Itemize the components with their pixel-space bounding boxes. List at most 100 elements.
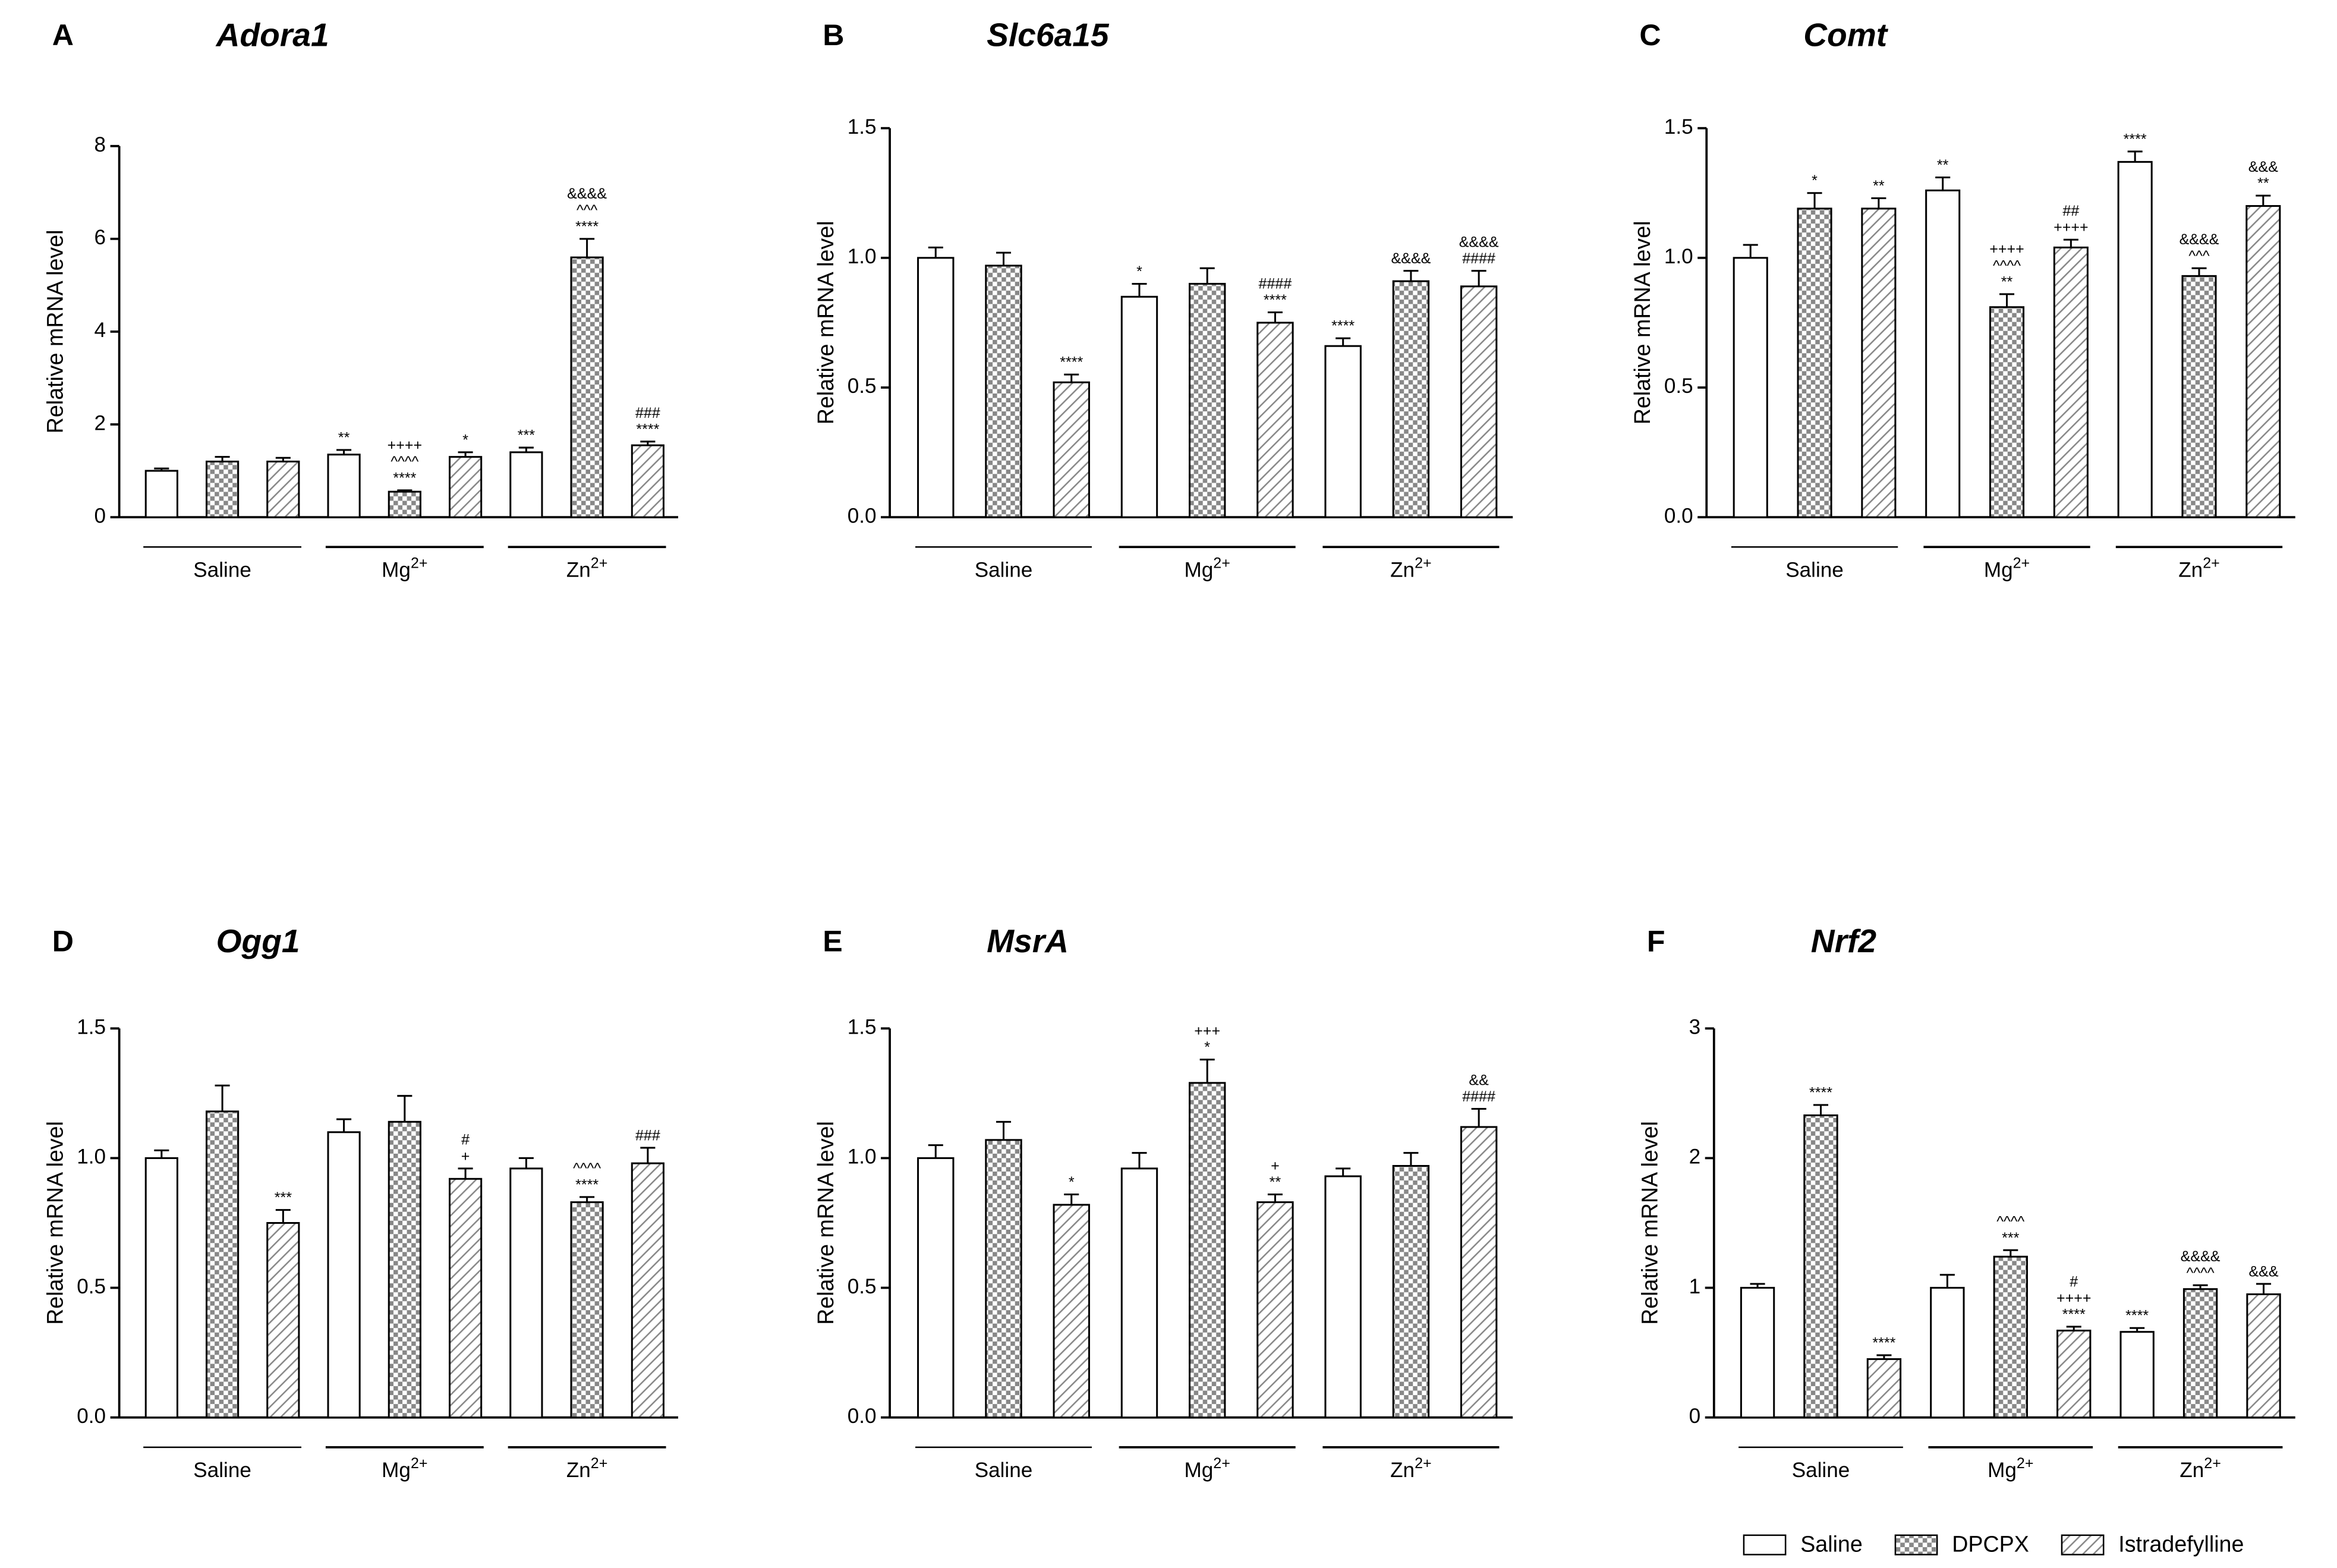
group-label-sup: 2+ bbox=[2203, 555, 2220, 571]
bar bbox=[1925, 189, 1961, 518]
bar bbox=[985, 265, 1022, 518]
bar bbox=[388, 1120, 421, 1419]
y-tick-label: 1.0 bbox=[848, 245, 877, 268]
bar bbox=[1256, 322, 1294, 518]
y-tick-label: 1.5 bbox=[77, 1016, 106, 1039]
y-tick-label: 8 bbox=[95, 133, 106, 156]
significance-label: #### bbox=[1462, 1088, 1495, 1105]
group-label-text: Saline bbox=[193, 1459, 251, 1482]
bar bbox=[449, 1177, 483, 1419]
group-label-text: Saline bbox=[975, 558, 1033, 581]
significance-label: # bbox=[2070, 1273, 2078, 1290]
significance-label: &&& bbox=[2248, 159, 2278, 175]
significance-label: ** bbox=[1937, 157, 1949, 174]
significance-label: **** bbox=[1060, 354, 1083, 371]
group-label-sup: 2+ bbox=[2017, 1455, 2034, 1472]
y-tick-label: 0.5 bbox=[1664, 374, 1693, 398]
chart-title: Slc6a15 bbox=[987, 16, 1110, 53]
bar bbox=[2056, 1330, 2092, 1419]
group-label-sup: 2+ bbox=[411, 555, 428, 571]
y-tick-label: 0.0 bbox=[77, 1405, 106, 1428]
panel-letter: C bbox=[1639, 18, 1661, 52]
y-tick-label: 1.0 bbox=[848, 1145, 877, 1169]
y-axis-label: Relative mRNA level bbox=[1630, 221, 1655, 424]
significance-label: **** bbox=[2125, 1308, 2149, 1324]
significance-label: &&&& bbox=[2181, 1248, 2221, 1265]
bar bbox=[1803, 1114, 1838, 1419]
group-label-text: Saline bbox=[193, 558, 251, 581]
group-label: Mg2+ bbox=[1185, 555, 1230, 581]
significance-label: ** bbox=[2257, 175, 2269, 192]
significance-label: **** bbox=[1809, 1084, 1832, 1101]
group-label-text: Mg bbox=[382, 1459, 411, 1482]
significance-label: && bbox=[1469, 1072, 1489, 1088]
significance-label: *** bbox=[2002, 1230, 2020, 1246]
bar bbox=[1733, 257, 1768, 518]
group-label-text: Saline bbox=[1792, 1459, 1850, 1482]
bar bbox=[449, 456, 483, 518]
bar bbox=[1256, 1201, 1294, 1419]
group-label-sup: 2+ bbox=[591, 1455, 608, 1472]
significance-label: &&&& bbox=[2179, 231, 2219, 248]
significance-label: &&&& bbox=[1459, 234, 1499, 251]
y-axis-label: Relative mRNA level bbox=[42, 1121, 67, 1325]
significance-label: * bbox=[462, 432, 468, 448]
legend-label: Saline bbox=[1800, 1531, 1863, 1556]
significance-label: **** bbox=[1264, 292, 1287, 308]
y-tick-label: 0 bbox=[95, 504, 106, 527]
group-label-text: Mg bbox=[1988, 1459, 2017, 1482]
significance-label: *** bbox=[518, 427, 536, 444]
y-axis-label: Relative mRNA level bbox=[813, 1121, 838, 1325]
significance-label: &&&& bbox=[567, 185, 607, 202]
panel-letter: A bbox=[52, 18, 74, 52]
y-tick-label: 0.5 bbox=[848, 374, 877, 398]
y-tick-label: 0.0 bbox=[848, 504, 877, 527]
group-label-text: Mg bbox=[1984, 558, 2013, 581]
significance-label: &&& bbox=[2248, 1263, 2278, 1280]
bar bbox=[2117, 160, 2153, 518]
significance-label: **** bbox=[2062, 1306, 2086, 1323]
panel-letter: D bbox=[52, 925, 74, 958]
bar bbox=[1120, 295, 1158, 518]
bar bbox=[205, 460, 240, 518]
y-tick-label: 2 bbox=[95, 411, 106, 434]
legend-swatch bbox=[1743, 1534, 1787, 1556]
bar bbox=[917, 257, 955, 518]
bar bbox=[1324, 1175, 1362, 1419]
group-label-text: Zn bbox=[2179, 1459, 2204, 1482]
y-tick-label: 0 bbox=[1689, 1405, 1701, 1428]
significance-label: ** bbox=[2001, 273, 2013, 290]
bar bbox=[917, 1157, 955, 1419]
significance-label: **** bbox=[2124, 131, 2147, 147]
panel-letter: F bbox=[1647, 925, 1665, 958]
bar bbox=[2246, 1293, 2281, 1419]
significance-label: **** bbox=[575, 1176, 599, 1193]
significance-label: ^^^^ bbox=[1996, 1213, 2024, 1230]
y-tick-label: 6 bbox=[95, 226, 106, 249]
legend-label: DPCPX bbox=[1952, 1531, 2029, 1556]
bar bbox=[1460, 285, 1498, 518]
legend-swatch bbox=[1894, 1534, 1938, 1556]
significance-label: *** bbox=[275, 1189, 292, 1206]
significance-label: ++++ bbox=[1989, 241, 2024, 257]
significance-label: &&&& bbox=[1391, 250, 1431, 267]
y-tick-label: 2 bbox=[1689, 1145, 1701, 1169]
group-label-text: Mg bbox=[1185, 558, 1214, 581]
group-label: Saline bbox=[1792, 1459, 1850, 1482]
chart-title: Nrf2 bbox=[1811, 922, 1877, 959]
group-label: Zn2+ bbox=[2178, 555, 2220, 581]
bar bbox=[631, 1162, 664, 1419]
bar bbox=[2245, 205, 2281, 518]
significance-label: ^^^^ bbox=[1993, 257, 2021, 274]
bar bbox=[631, 444, 664, 518]
chart-title: Ogg1 bbox=[216, 922, 300, 959]
group-label: Saline bbox=[193, 1459, 251, 1482]
group-label-text: Zn bbox=[566, 558, 591, 581]
bar bbox=[570, 1201, 604, 1419]
group-label: Zn2+ bbox=[1390, 1455, 1432, 1482]
significance-label: ^^^^ bbox=[2187, 1265, 2215, 1282]
panel-letter: B bbox=[823, 18, 844, 52]
bar bbox=[1993, 1255, 2028, 1419]
significance-label: **** bbox=[1872, 1334, 1895, 1351]
